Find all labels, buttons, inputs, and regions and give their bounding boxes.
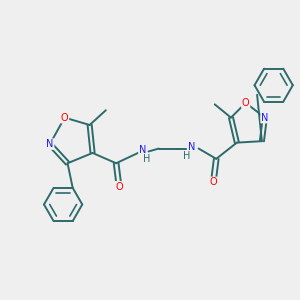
- Text: N: N: [261, 112, 268, 123]
- Text: H: H: [143, 154, 151, 164]
- Text: N: N: [46, 139, 54, 149]
- Text: N: N: [139, 145, 146, 155]
- Text: H: H: [183, 151, 190, 161]
- Text: N: N: [188, 142, 195, 152]
- Text: O: O: [61, 112, 68, 123]
- Text: O: O: [115, 182, 123, 192]
- Text: O: O: [242, 98, 250, 108]
- Text: O: O: [209, 177, 217, 188]
